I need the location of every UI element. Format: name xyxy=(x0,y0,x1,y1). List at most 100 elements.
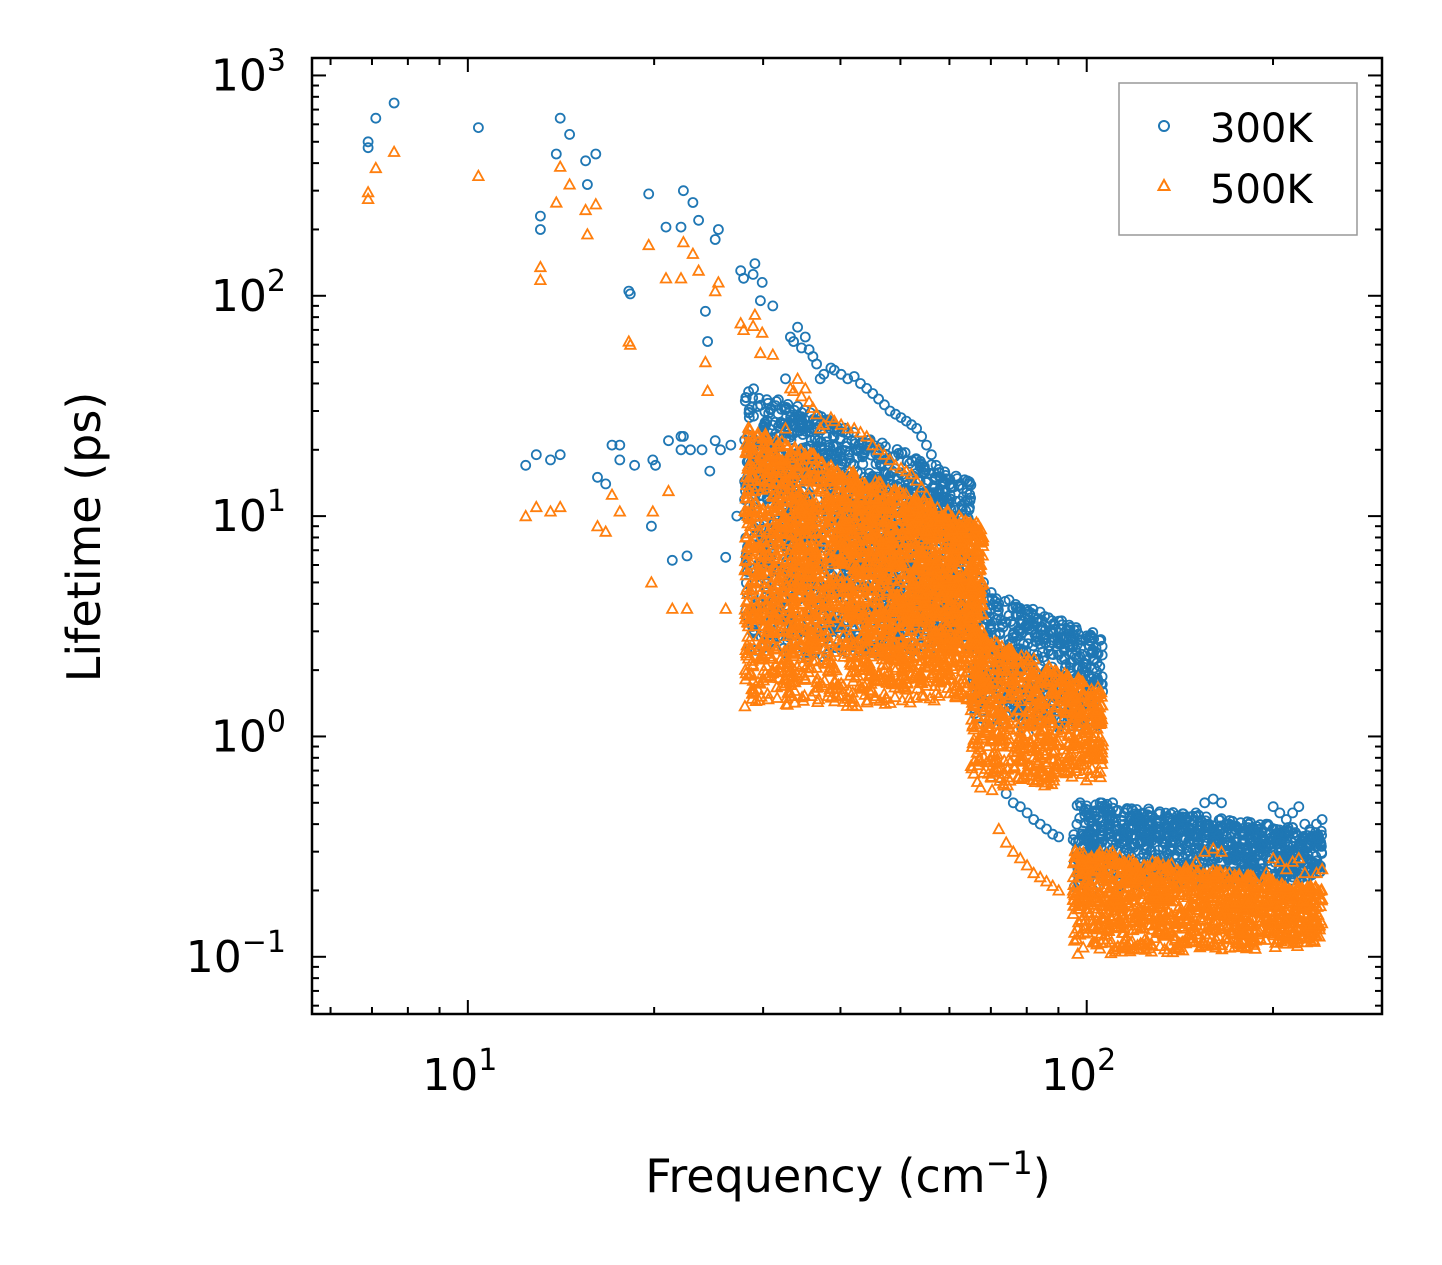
data-point-300k-dense xyxy=(918,467,930,479)
data-point-300k-dense xyxy=(782,398,794,410)
data-point-300k-dense xyxy=(789,413,801,425)
data-point-300k xyxy=(792,321,803,333)
data-point-300k xyxy=(681,550,693,562)
data-point-300k xyxy=(848,371,860,382)
data-point-300k-dense xyxy=(1070,622,1082,633)
data-point-300k xyxy=(650,459,661,471)
data-point-300k-dense xyxy=(846,435,858,446)
data-point-300k xyxy=(646,520,657,532)
data-point-300k xyxy=(842,373,854,385)
data-point-300k xyxy=(755,295,766,307)
data-point-300k xyxy=(1041,823,1052,835)
data-point-300k xyxy=(700,305,711,317)
data-point-300k xyxy=(663,435,674,447)
data-point-300k xyxy=(811,358,822,370)
data-point-300k-dense xyxy=(1055,638,1067,650)
data-point-300k xyxy=(600,478,612,490)
data-point-300k xyxy=(685,444,696,456)
data-point-300k xyxy=(867,388,879,399)
data-point-300k xyxy=(879,399,890,411)
data-point-300k-dense xyxy=(873,442,885,454)
data-point-300k-dense xyxy=(746,401,758,413)
data-point-300k xyxy=(582,179,593,190)
data-point-300k xyxy=(629,459,640,471)
data-point-300k xyxy=(873,393,884,405)
data-point-300k-dense xyxy=(1084,812,1096,824)
data-point-300k-dense xyxy=(997,621,1009,633)
data-point-300k-dense xyxy=(1021,619,1033,631)
data-point-300k-dense xyxy=(1018,638,1029,650)
data-point-300k xyxy=(362,142,374,154)
data-point-300k-dense xyxy=(1010,601,1022,613)
data-point-300k xyxy=(1293,801,1305,813)
data-point-300k xyxy=(678,430,689,442)
data-point-300k-dense xyxy=(762,397,774,409)
data-point-300k xyxy=(818,368,830,380)
data-point-300k-dense xyxy=(804,426,815,438)
data-point-300k-dense xyxy=(1095,634,1107,645)
data-point-300k xyxy=(564,128,575,140)
data-point-300k xyxy=(1067,834,1079,846)
data-point-300k-dense xyxy=(851,452,862,463)
data-point-300k xyxy=(530,449,542,461)
data-point-300k-dense xyxy=(1045,637,1057,648)
data-point-300k xyxy=(1316,814,1328,825)
data-point-300k-dense xyxy=(1022,608,1034,620)
data-point-300k xyxy=(1047,828,1059,840)
data-point-300k-dense xyxy=(880,467,892,479)
data-point-300k xyxy=(704,465,716,477)
data-point-300k-dense xyxy=(891,444,903,455)
data-point-300k-dense xyxy=(1048,618,1060,629)
data-point-300k xyxy=(720,551,732,563)
data-point-300k-dense xyxy=(1071,652,1082,664)
data-point-300k-dense xyxy=(990,593,1002,605)
data-point-300k-dense xyxy=(993,604,1004,616)
data-point-300k-dense xyxy=(1199,840,1210,852)
data-point-300k-dense xyxy=(1069,650,1081,662)
data-point-300k-dense xyxy=(822,449,834,461)
data-point-300k xyxy=(545,454,556,466)
data-point-300k xyxy=(678,185,689,197)
data-point-300k xyxy=(713,224,724,235)
data-point-300k-dense xyxy=(1032,616,1043,628)
data-point-300k-dense xyxy=(1094,661,1106,672)
data-point-300k xyxy=(747,268,759,280)
data-point-300k xyxy=(796,342,807,354)
data-point-300k-dense xyxy=(836,458,847,470)
data-point-300k-dense xyxy=(1071,662,1083,674)
data-point-300k xyxy=(643,188,655,200)
data-point-300k xyxy=(675,221,687,233)
data-point-300k xyxy=(1287,807,1298,819)
data-point-300k xyxy=(1274,807,1286,819)
data-point-300k-dense xyxy=(832,447,844,459)
data-point-300k xyxy=(614,439,626,451)
data-point-300k-dense xyxy=(944,493,956,505)
data-point-300k-dense xyxy=(938,475,950,487)
data-point-300k xyxy=(916,430,927,442)
data-point-300k xyxy=(370,112,382,124)
data-point-300k xyxy=(767,300,779,312)
data-point-300k-dense xyxy=(1026,618,1038,629)
data-point-300k xyxy=(911,422,922,434)
data-point-300k-dense xyxy=(821,431,832,443)
data-point-300k xyxy=(693,214,704,226)
data-point-300k-dense xyxy=(1011,630,1023,642)
data-point-300k xyxy=(647,454,659,466)
data-point-300k-dense xyxy=(772,408,784,420)
data-point-300k-dense xyxy=(773,394,784,406)
data-point-300k xyxy=(535,224,546,235)
data-point-300k-dense xyxy=(852,444,864,456)
data-point-300k-dense xyxy=(743,412,755,424)
data-point-300k xyxy=(1021,807,1033,819)
data-point-300k xyxy=(535,210,546,222)
data-point-300k-dense xyxy=(928,480,939,492)
data-point-300k xyxy=(550,148,562,160)
data-point-300k-dense xyxy=(1063,619,1075,631)
data-point-300k-dense xyxy=(1022,638,1034,650)
data-point-300k xyxy=(1267,801,1279,813)
data-point-300k xyxy=(687,197,699,208)
data-point-300k xyxy=(1014,801,1026,813)
data-point-300k-dense xyxy=(1178,834,1189,846)
data-point-300k xyxy=(725,439,737,451)
data-point-300k-dense xyxy=(1015,618,1027,630)
